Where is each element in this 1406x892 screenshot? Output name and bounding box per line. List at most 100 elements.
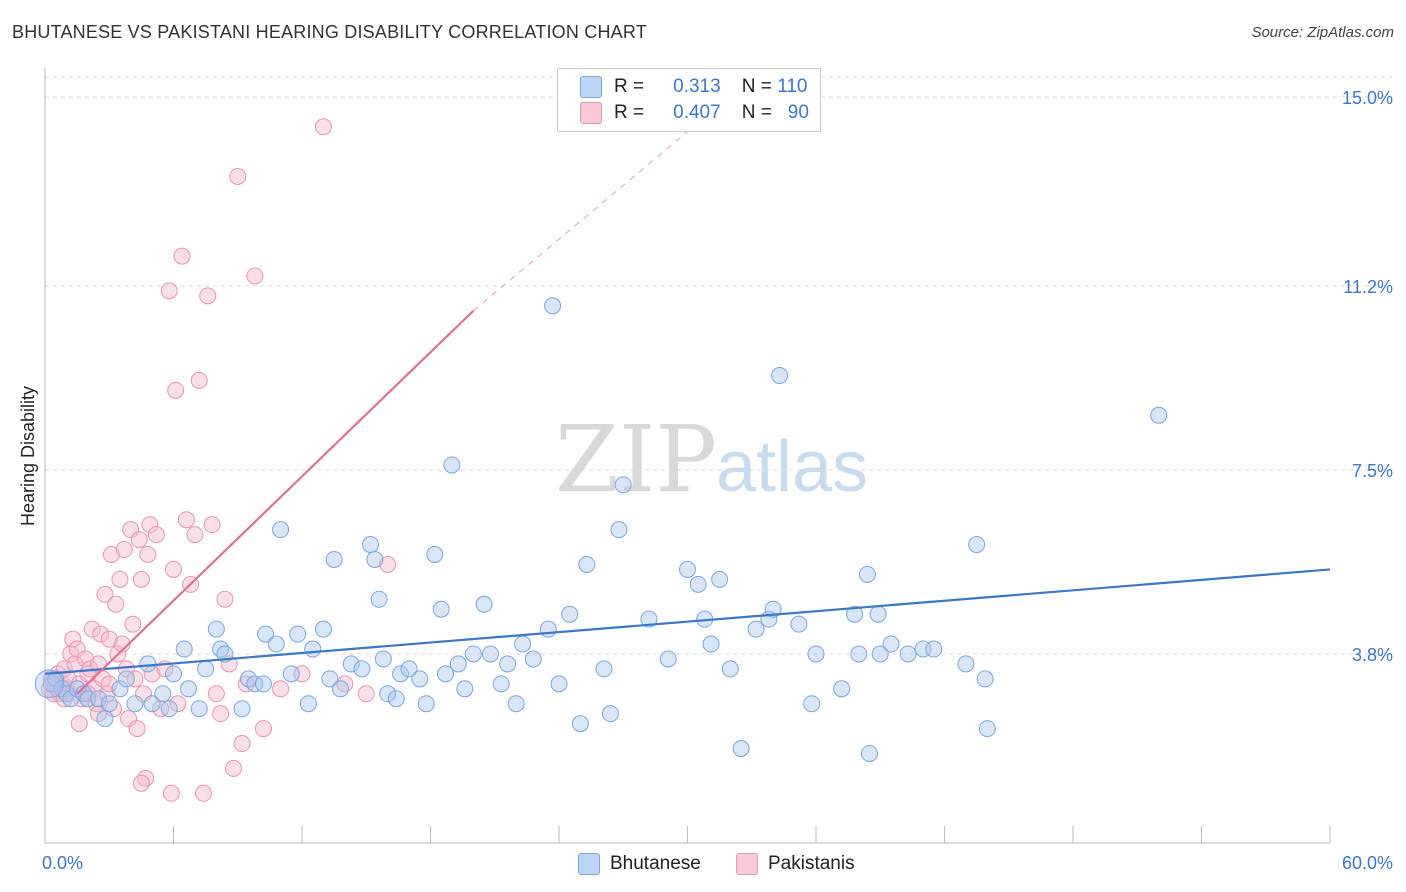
bhutanese-point: [499, 655, 517, 673]
bhutanese-point: [978, 720, 996, 738]
pakistanis-point: [272, 680, 290, 698]
legend-r-label: R =: [614, 102, 645, 123]
legend-swatch-blue: [580, 76, 602, 98]
bhutanese-point: [807, 645, 825, 663]
trend-lines: [44, 131, 1331, 695]
bhutanese-point: [732, 739, 750, 757]
pakistanis-point: [98, 685, 116, 703]
pakistanis-point: [194, 784, 212, 802]
bhutanese-point: [411, 670, 429, 688]
bhutanese-point: [154, 685, 172, 703]
bhutanese-point: [197, 660, 215, 678]
pakistanis-point: [147, 526, 165, 544]
legend-r-value: 0.313: [673, 76, 721, 97]
bhutanese-point: [858, 565, 876, 583]
bottom-legend-bhutanese: Bhutanese: [578, 852, 701, 876]
pakistanis-point: [70, 715, 88, 733]
pakistanis-point: [357, 685, 375, 703]
legend-swatch-pink: [580, 102, 602, 124]
bhutanese-point: [117, 670, 135, 688]
pakistanis-point: [100, 675, 118, 693]
bhutanese-point: [366, 550, 384, 568]
bhutanese-point: [846, 605, 864, 623]
legend-n-label: N =: [741, 76, 772, 97]
bhutanese-point: [190, 700, 208, 718]
axes: [44, 68, 1331, 844]
bhutanese-point: [299, 695, 317, 713]
bottom-legend-swatch-blue: [578, 853, 600, 875]
bhutanese-point: [747, 620, 765, 638]
pakistanis-point: [190, 371, 208, 389]
bhutanese-point: [539, 620, 557, 638]
pakistanis-point: [199, 287, 217, 305]
pakistanis-point: [216, 590, 234, 608]
pakistanis-point: [122, 521, 140, 539]
bhutanese-point: [871, 645, 889, 663]
bhutanese-point: [100, 695, 118, 713]
bhutanese-point: [304, 640, 322, 658]
bhutanese-point: [1150, 406, 1168, 424]
chart-title: BHUTANESE VS PAKISTANI HEARING DISABILIT…: [12, 22, 647, 42]
pakistanis-point: [162, 784, 180, 802]
pakistanis-point: [246, 267, 264, 285]
pakistanis-trend-line: [76, 309, 475, 695]
bhutanese-point: [640, 610, 658, 628]
chart-source: Source: ZipAtlas.com: [1251, 24, 1394, 41]
bhutanese-point: [561, 605, 579, 623]
y-tick-label: 15.0%: [1342, 88, 1393, 108]
bhutanese-point: [362, 536, 380, 554]
tick-labels: 3.8% 7.5% 11.2% 15.0% 0.0% 60.0%: [42, 88, 1393, 873]
bhutanese-point: [282, 665, 300, 683]
bhutanese-point: [207, 620, 225, 638]
bhutanese-point: [165, 665, 182, 683]
bhutanese-point: [179, 680, 197, 698]
y-tick-label: 3.8%: [1352, 645, 1393, 665]
bhutanese-point: [370, 590, 388, 608]
bhutanese-point: [379, 685, 397, 703]
pakistanis-point: [135, 685, 153, 703]
pakistanis-point: [152, 700, 170, 718]
bhutanese-point: [803, 695, 821, 713]
bhutanese-point: [925, 640, 943, 658]
bhutanese-point: [861, 744, 879, 762]
pakistanis-point: [132, 774, 150, 792]
bhutanese-point: [175, 640, 193, 658]
bhutanese-point: [764, 600, 782, 618]
watermark: ZIP atlas: [555, 406, 868, 513]
bhutanese-point: [436, 665, 454, 683]
bhutanese-point: [957, 655, 975, 673]
bhutanese-trend-line: [44, 568, 1331, 675]
bhutanese-points: [34, 297, 1168, 762]
bhutanese-point: [544, 297, 562, 315]
pakistanis-point: [68, 640, 86, 658]
pakistanis-point: [77, 650, 95, 668]
bhutanese-point: [90, 690, 108, 708]
pakistanis-point: [96, 585, 114, 603]
bhutanese-point: [254, 675, 272, 693]
pakistanis-point: [111, 570, 129, 588]
pakistanis-point: [207, 685, 225, 703]
stats-legend: R = 0.313 N = 110 R = 0.407 N = 90: [557, 68, 821, 132]
y-tick-label: 11.2%: [1343, 277, 1393, 297]
bhutanese-point: [578, 555, 596, 573]
pakistanis-point: [100, 630, 118, 648]
x-tick-label-max: 60.0%: [1342, 853, 1393, 873]
bhutanese-point: [790, 615, 808, 633]
pakistanis-point: [177, 511, 195, 529]
bhutanese-point: [702, 635, 720, 653]
pakistanis-point: [132, 570, 150, 588]
bhutanese-point: [833, 680, 851, 698]
pakistanis-point: [167, 381, 185, 399]
pakistanis-point: [139, 546, 157, 564]
bhutanese-point: [771, 366, 789, 384]
bhutanese-point: [550, 675, 568, 693]
bhutanese-point: [492, 675, 510, 693]
x-tick-label-min: 0.0%: [42, 853, 83, 873]
pakistanis-point: [186, 526, 204, 544]
watermark-zip: ZIP: [555, 406, 717, 513]
bottom-legend-swatch-pink: [736, 853, 758, 875]
bhutanese-point: [601, 705, 619, 723]
y-axis-label: Hearing Disability: [18, 386, 38, 526]
legend-n-value: 90: [787, 102, 809, 123]
